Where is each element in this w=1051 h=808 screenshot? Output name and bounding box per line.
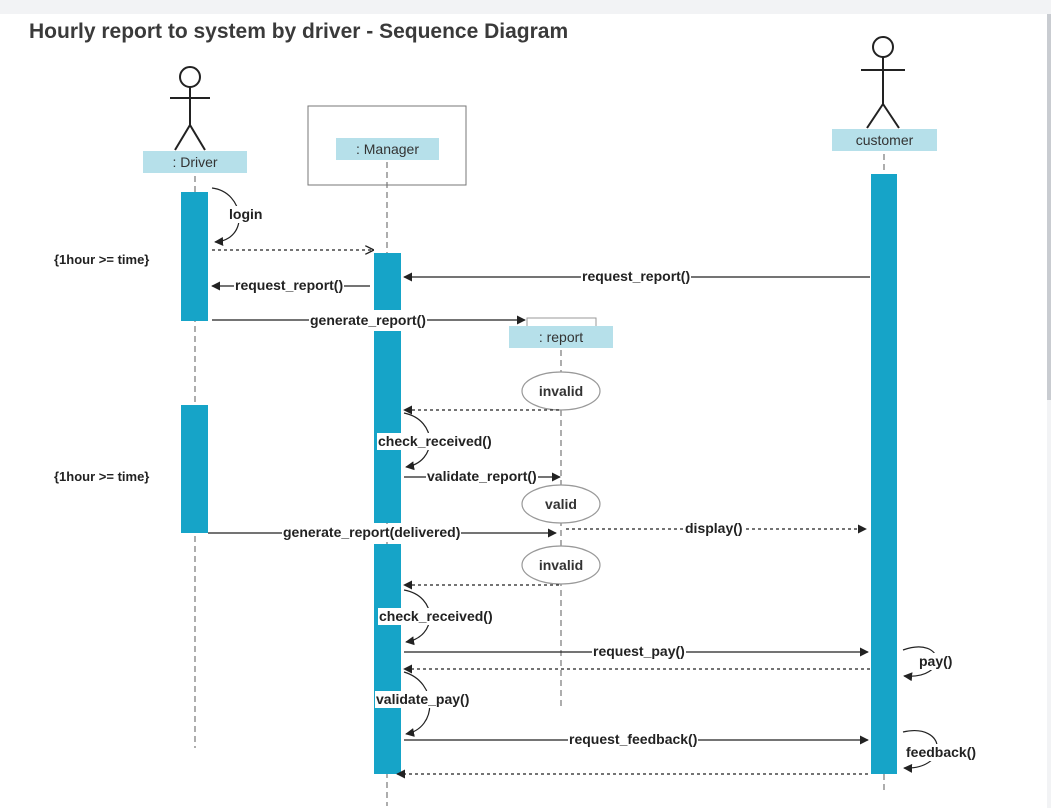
scrollbar[interactable] xyxy=(1047,14,1051,400)
driver-activation xyxy=(181,405,208,533)
validate-pay-label: validate_pay() xyxy=(375,691,471,708)
request-report-label: request_report() xyxy=(234,277,345,294)
pay-label: pay() xyxy=(918,653,954,670)
request-pay-label: request_pay() xyxy=(592,643,686,660)
state-invalid-label: invalid xyxy=(538,383,584,399)
report-role-label: : report xyxy=(509,326,613,348)
state-valid-label: valid xyxy=(545,496,577,512)
check-received-label: check_received() xyxy=(378,608,494,625)
guard-label: {1hour >= time} xyxy=(54,252,150,267)
driver-role-label: : Driver xyxy=(143,151,247,173)
state-invalid-ellipse xyxy=(521,545,601,585)
driver-activation xyxy=(181,192,208,321)
manager-activation xyxy=(374,253,401,310)
generate-report-label: generate_report() xyxy=(309,312,427,329)
validate-report-label: validate_report() xyxy=(426,468,538,485)
customer-role-label: customer xyxy=(832,129,937,151)
request-feedback-label: request_feedback() xyxy=(568,731,699,748)
state-invalid-label: invalid xyxy=(538,557,584,573)
guard-label: {1hour >= time} xyxy=(54,469,150,484)
state-valid-ellipse xyxy=(521,484,601,524)
check-received-label: check_received() xyxy=(377,433,493,450)
customer-activation xyxy=(871,174,897,774)
manager-activation xyxy=(374,331,401,523)
page-title: Hourly report to system by driver - Sequ… xyxy=(29,20,569,43)
generate-report-delivered-label: generate_report(delivered) xyxy=(282,524,462,541)
state-invalid-ellipse xyxy=(521,371,601,411)
driver-actor-icon xyxy=(170,66,210,151)
manager-role-label: : Manager xyxy=(336,138,439,160)
display-label: display() xyxy=(684,520,744,537)
login-message-label: login xyxy=(228,206,264,223)
manager-activation xyxy=(374,544,401,774)
request-report-label: request_report() xyxy=(581,268,692,285)
feedback-label: feedback() xyxy=(905,744,978,761)
customer-actor-icon xyxy=(861,36,905,129)
